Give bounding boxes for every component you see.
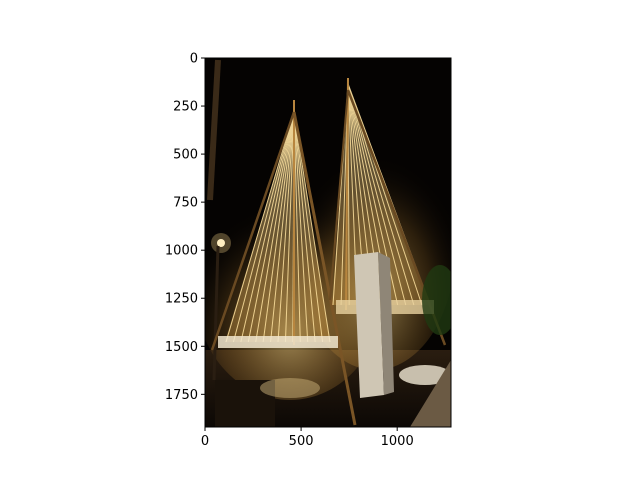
light-strand — [293, 111, 301, 343]
light-strand — [240, 111, 295, 343]
light-strand — [293, 111, 324, 343]
light-strand — [270, 111, 295, 343]
x-tick-label: 0 — [201, 434, 209, 449]
light-strand — [225, 111, 295, 343]
light-strand — [262, 111, 295, 343]
y-tick-label: 1000 — [165, 244, 198, 259]
y-tick-label: 1250 — [165, 292, 198, 307]
light-strand — [293, 111, 309, 343]
x-tick-label: 500 — [289, 434, 314, 449]
y-tick-label: 750 — [173, 196, 198, 211]
y-tick-label: 500 — [173, 148, 198, 163]
light-strand — [255, 111, 295, 343]
y-tick-label: 250 — [173, 100, 198, 115]
y-tick-label: 0 — [190, 52, 198, 67]
light-strand — [293, 111, 316, 343]
y-tick-label: 1500 — [165, 340, 198, 355]
photo — [205, 58, 451, 427]
light-strand — [232, 111, 295, 343]
y-axis: 0 250 500 750 1000 1250 1500 1750 — [165, 52, 205, 403]
x-axis: 0 500 1000 — [201, 427, 414, 449]
image-frame — [204, 57, 452, 428]
light-strand — [347, 83, 407, 306]
y-tick-label: 1750 — [165, 388, 198, 403]
left-light-cone — [210, 100, 357, 426]
light-strand — [284, 111, 295, 343]
light-strand — [277, 111, 295, 343]
x-tick-label: 1000 — [381, 434, 414, 449]
light-strand — [247, 111, 295, 343]
